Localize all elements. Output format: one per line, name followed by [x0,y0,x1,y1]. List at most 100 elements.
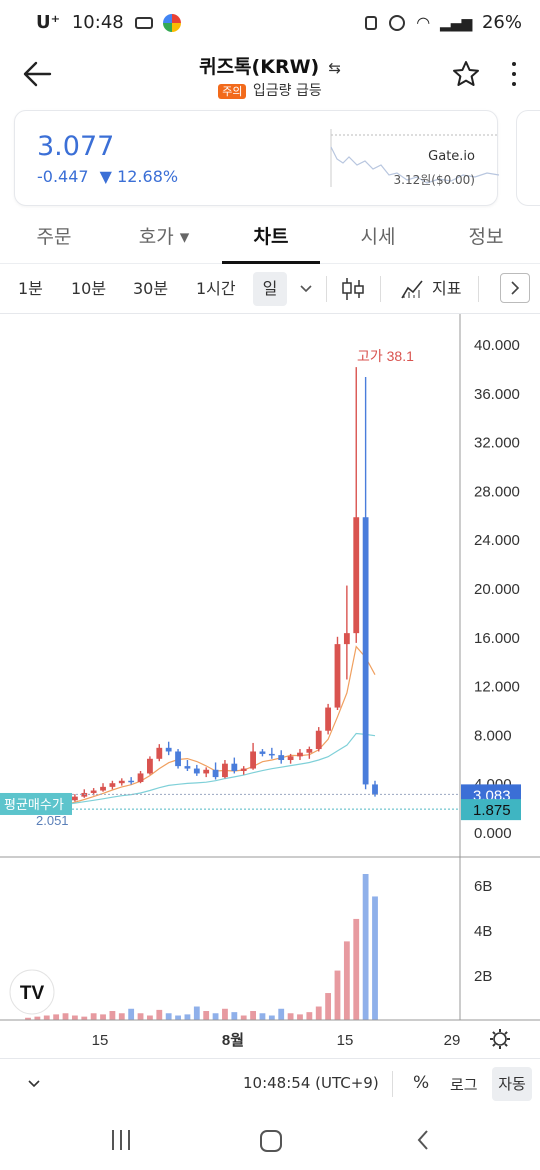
gear-tooth [492,1043,496,1047]
avg-buy-value: 2.051 [36,813,69,828]
avg-price-tag [461,799,521,821]
tab-chart[interactable]: 차트 [222,214,320,264]
tradingview-logo: TV [9,969,55,1015]
volume-bar [81,1016,88,1020]
y-tick-label: 24.000 [474,532,520,549]
candle-body [71,796,78,801]
swap-arrows-icon[interactable]: ⇆ [328,59,341,77]
volume-bar [62,1013,69,1020]
x-tick-label: 15 [92,1032,109,1049]
interval-10min[interactable]: 10분 [71,279,107,298]
signal-icon: ▂▄▆ [439,16,473,32]
title-group[interactable]: 퀴즈톡(KRW) ⇆ [0,52,540,79]
star-icon[interactable] [451,60,481,88]
recent-apps-icon[interactable] [110,1130,132,1150]
next-card-peek[interactable] [516,110,540,206]
volume-bar [250,1011,256,1020]
x-tick-label: 29 [444,1032,461,1049]
volume-bar [315,1006,322,1020]
gear-icon [490,1029,510,1049]
candle-body [165,747,172,752]
candle-body [343,633,350,645]
volume-bar [325,993,332,1020]
indicator-icon[interactable] [400,278,424,300]
candle-body [334,644,341,708]
interval-1min[interactable]: 1분 [18,279,43,298]
volume-bar [175,1015,181,1020]
tab-orderbook[interactable]: 호가 ▾ [116,214,212,264]
candle-body [231,763,238,771]
y-tick-label: 28.000 [474,483,520,500]
chevron-down-icon[interactable] [26,1077,42,1091]
gear-tooth [504,1031,508,1035]
volume-bar [306,1012,313,1020]
indicator-label[interactable]: 지표 [432,279,462,298]
axes: 40.000 36.000 32.000 28.000 24.000 20.000 16.0… [0,314,540,1049]
candle-body [128,780,135,783]
divider [326,276,327,302]
candlestick-type-icon[interactable] [340,276,366,302]
exchange-name: Gate.io [428,149,475,164]
warning-badge: 주의 [218,84,247,99]
x-tick-label: 15 [337,1032,354,1049]
tab-bar: 주문 호가 ▾ 차트 시세 정보 [0,214,540,264]
chart-clock: 10:48:54 (UTC+9) [243,1074,379,1092]
tab-order[interactable]: 주문 [10,214,98,264]
moving-average-long [27,732,376,809]
candle-body [372,784,378,795]
candle-body [325,707,332,731]
volume-bar [259,1013,266,1020]
tradingview-logo-text: TV [20,983,45,1004]
interval-1hour[interactable]: 1시간 [196,279,236,298]
candle-body [362,517,369,785]
candle-body [137,773,144,782]
volume-bar [334,970,341,1020]
volume-bar [240,1015,247,1020]
alarm-icon [388,15,405,31]
volume-bar [278,1008,285,1020]
volume-bar [287,1013,294,1020]
log-toggle[interactable]: 로그 [450,1076,478,1094]
price-card[interactable]: 3.077 -0.447 ▼ 12.68% Gate.io 3.12원($0.0… [14,110,499,206]
warning-text: 입금량 급등 [252,83,322,99]
candle-body [353,517,360,634]
candle-body [203,769,210,774]
chevron-down-icon[interactable] [298,282,314,296]
back-nav-icon[interactable] [414,1128,432,1152]
volume-bar [90,1013,97,1020]
tab-market[interactable]: 시세 [332,214,424,264]
volume-bar [109,1011,116,1020]
volume-bar [147,1015,153,1020]
volume-bar [100,1014,106,1020]
mini-sparkline [330,129,499,187]
candle-body [259,751,266,754]
auto-toggle[interactable]: 자동 [492,1067,532,1101]
candle-body [90,790,97,793]
home-icon[interactable] [260,1130,282,1152]
candle-body [315,730,322,750]
toolbar-next-button[interactable] [500,273,530,303]
chevron-right-icon [511,281,520,295]
avg-price-label: 1.875 [473,802,511,819]
price-chart[interactable]: 40.000 36.000 32.000 28.000 24.000 20.000 16.0… [0,314,540,1058]
candle-body [268,753,275,756]
volume-tick-label: 2B [474,968,492,985]
tab-info[interactable]: 정보 [440,214,532,264]
interval-day[interactable]: 일 [253,272,287,306]
system-nav-bar [0,1110,540,1170]
volume-bar [184,1014,191,1020]
volume-bar [222,1008,228,1020]
percent-toggle[interactable]: % [413,1073,430,1093]
volume-bar [193,1006,200,1020]
moving-averages [27,645,376,809]
gear-tooth [504,1043,508,1047]
volume-bar [212,1013,219,1020]
back-arrow-icon[interactable] [22,60,52,88]
volume-bar [231,1012,238,1020]
carrier-label: U⁺ [36,12,61,33]
volume-bar [165,1013,172,1020]
more-menu-icon[interactable] [506,60,522,88]
volume-bars [25,874,378,1020]
interval-30min[interactable]: 30분 [133,279,169,298]
